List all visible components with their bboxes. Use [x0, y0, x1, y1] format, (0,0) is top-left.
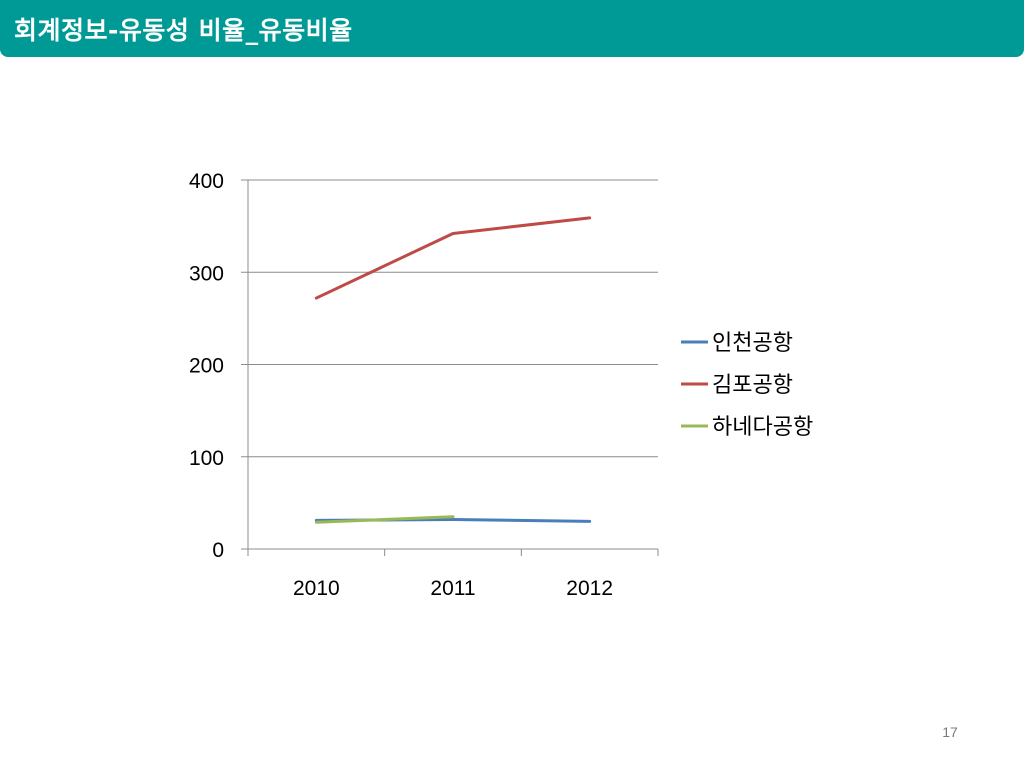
- legend-label: 인천공항: [712, 331, 793, 356]
- series-line-3: [314, 515, 455, 524]
- x-tick-label: 2010: [293, 577, 340, 600]
- page-title: 회계정보-유동성 비율_유동비율: [14, 16, 353, 45]
- y-tick-label: 400: [189, 170, 224, 193]
- legend-label: 하네다공항: [712, 415, 813, 440]
- page-number: 17: [942, 724, 958, 740]
- y-tick-label: 300: [189, 262, 224, 285]
- y-tick-label: 100: [189, 447, 224, 470]
- title-bar: 회계정보-유동성 비율_유동비율: [0, 0, 1024, 57]
- legend-label: 김포공항: [712, 373, 793, 398]
- x-tick-label: 2011: [430, 577, 475, 600]
- x-tick-label: 2012: [566, 577, 613, 600]
- y-tick-label: 200: [189, 355, 224, 378]
- series-line-2: [314, 216, 592, 300]
- y-tick-label: 0: [212, 539, 224, 562]
